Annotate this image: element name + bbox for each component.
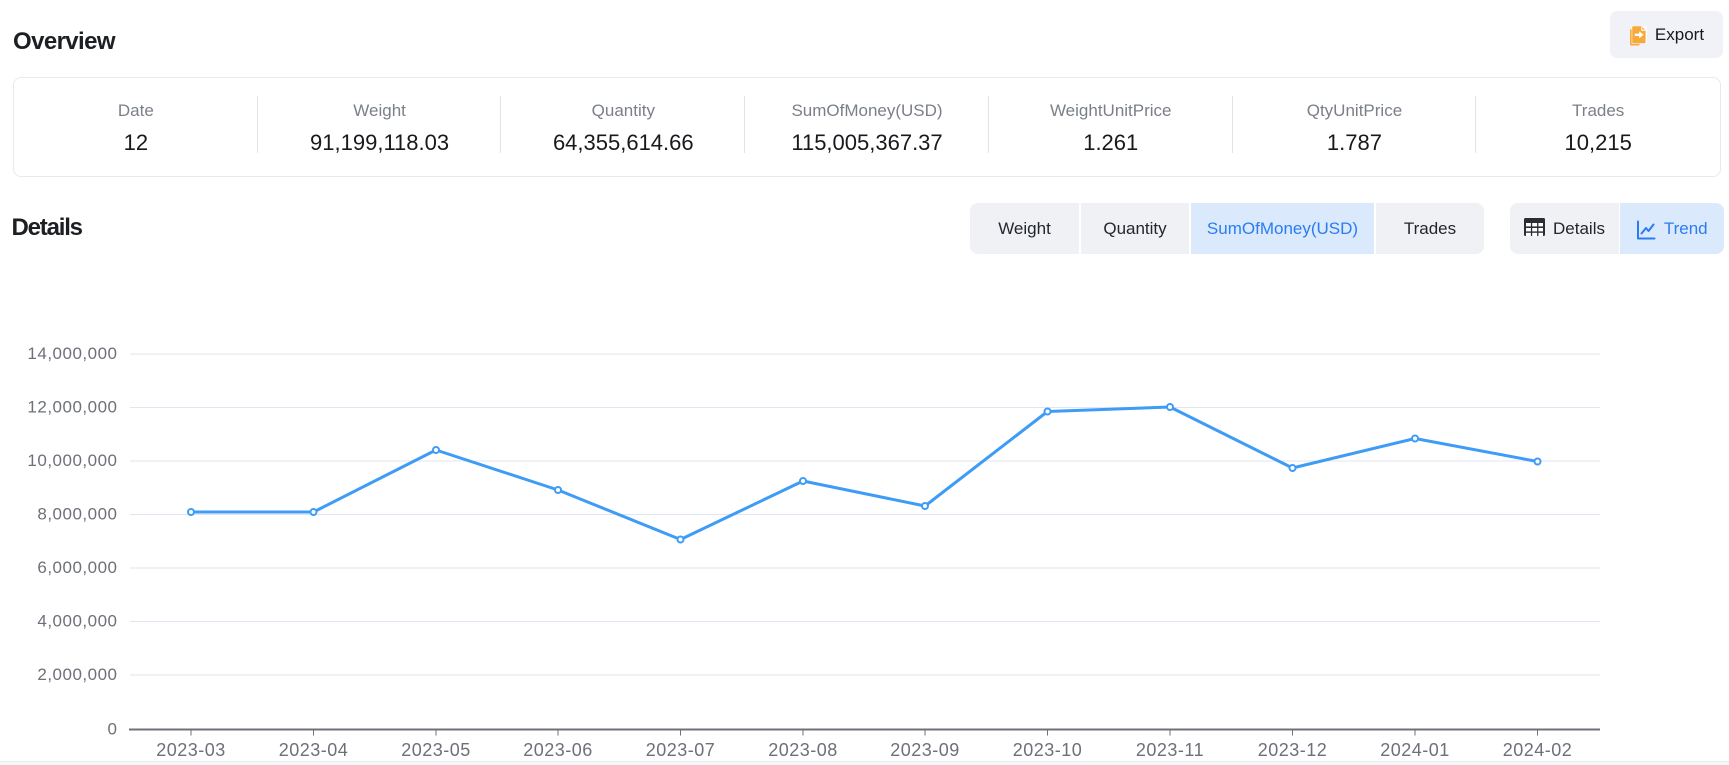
svg-text:2024-02: 2024-02 — [1503, 740, 1573, 760]
svg-text:2,000,000: 2,000,000 — [37, 665, 117, 684]
svg-text:2023-09: 2023-09 — [890, 740, 960, 760]
svg-text:6,000,000: 6,000,000 — [37, 558, 117, 577]
svg-text:4,000,000: 4,000,000 — [37, 612, 117, 631]
svg-text:2024-01: 2024-01 — [1380, 740, 1450, 760]
svg-text:2023-12: 2023-12 — [1258, 740, 1328, 760]
svg-text:2023-05: 2023-05 — [401, 740, 471, 760]
svg-text:2023-03: 2023-03 — [156, 740, 226, 760]
svg-text:14,000,000: 14,000,000 — [27, 344, 117, 363]
svg-text:2023-08: 2023-08 — [768, 740, 838, 760]
svg-text:8,000,000: 8,000,000 — [37, 505, 117, 524]
svg-text:2023-04: 2023-04 — [279, 740, 349, 760]
svg-text:2023-10: 2023-10 — [1013, 740, 1083, 760]
svg-text:12,000,000: 12,000,000 — [27, 398, 117, 417]
svg-text:2023-07: 2023-07 — [646, 740, 716, 760]
svg-text:2023-11: 2023-11 — [1136, 740, 1204, 760]
svg-text:2023-06: 2023-06 — [523, 740, 593, 760]
svg-text:0: 0 — [108, 720, 118, 739]
svg-text:10,000,000: 10,000,000 — [27, 451, 117, 470]
